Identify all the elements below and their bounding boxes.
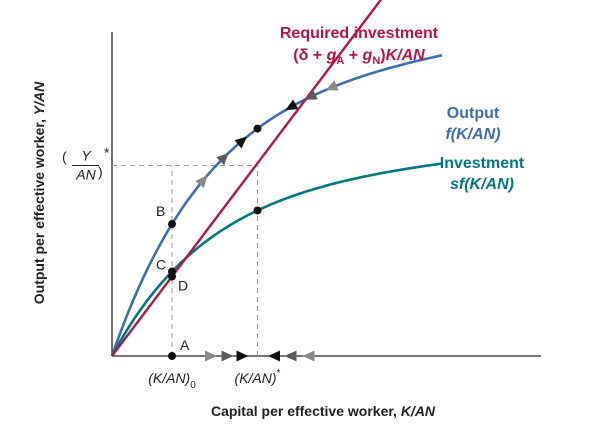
x-axis-right-arrow — [236, 350, 249, 362]
steady-state-output-point — [253, 124, 262, 133]
x-axis-left-arrow — [268, 350, 280, 362]
req-tail: K/AN — [386, 47, 426, 64]
x-axis-left-arrow — [284, 350, 297, 362]
x-axis-title-italic: K/AN — [401, 403, 436, 419]
investment-curve — [110, 162, 443, 357]
req-close: ) — [380, 47, 385, 64]
y-tick-paren-right: ) — [98, 164, 103, 180]
investment-formula: sf(K/AN) — [450, 176, 514, 193]
output-label: Output — [447, 105, 500, 122]
required-investment-formula: (δ + gA + gN)K/AN — [293, 47, 425, 67]
point-a — [168, 352, 176, 360]
x-tick-k0: (K/AN)0 — [148, 370, 196, 391]
point-label-d: D — [178, 278, 188, 294]
y-tick-numerator: Y — [81, 148, 92, 164]
x-axis-right-arrow — [221, 350, 234, 362]
guide-lines — [112, 165, 258, 356]
point-label-b: B — [156, 203, 165, 219]
axes — [111, 32, 541, 357]
point-d — [168, 272, 176, 281]
y-tick-denominator: AN — [75, 167, 96, 183]
required-investment-label: Required investment — [280, 25, 439, 42]
output-curve — [110, 54, 443, 357]
req-subN: N — [372, 55, 380, 67]
y-axis-title: Output per effective worker, Y/AN — [31, 81, 47, 304]
x-axis-title: Capital per effective worker, K/AN — [211, 403, 436, 419]
x-tick-k0-text: (K/AN) — [148, 370, 190, 386]
x-axis-left-arrow — [302, 350, 315, 362]
output-curve-up-arrow — [234, 136, 248, 149]
x-tick-kstar-sup: * — [277, 368, 281, 379]
req-gN: g — [362, 47, 373, 64]
y-tick-paren-left: ( — [62, 149, 67, 165]
y-axis-title-text: Output per effective worker, — [31, 115, 47, 304]
points — [168, 124, 262, 360]
output-curve-up-arrow — [195, 175, 208, 188]
req-subA: A — [336, 55, 344, 67]
output-curve-down-arrow — [285, 99, 299, 111]
req-gA: g — [326, 47, 337, 64]
y-tick-sup: * — [104, 145, 110, 161]
output-curve-up-arrow — [216, 152, 229, 166]
output-curve-down-arrow — [325, 80, 339, 91]
x-tick-k0-sub: 0 — [190, 380, 196, 391]
investment-label: Investment — [440, 155, 525, 172]
direction-arrows — [195, 80, 339, 362]
steady-state-investment-point — [253, 206, 262, 215]
req-open: (δ + — [293, 47, 326, 64]
point-label-c: C — [156, 257, 166, 273]
x-axis-right-arrow — [205, 350, 217, 362]
point-b — [168, 220, 176, 229]
req-plus: + — [344, 47, 362, 64]
point-label-a: A — [180, 337, 190, 353]
y-axis-title-italic: Y/AN — [31, 81, 47, 115]
output-formula: f(K/AN) — [445, 126, 500, 143]
y-tick-ystar: ( Y AN)* — [62, 145, 110, 183]
x-tick-kstar-text: (K/AN) — [235, 370, 277, 386]
output-curve-down-arrow — [304, 89, 318, 100]
x-tick-kstar: (K/AN)* — [235, 368, 281, 386]
x-axis-title-text: Capital per effective worker, — [211, 403, 401, 419]
